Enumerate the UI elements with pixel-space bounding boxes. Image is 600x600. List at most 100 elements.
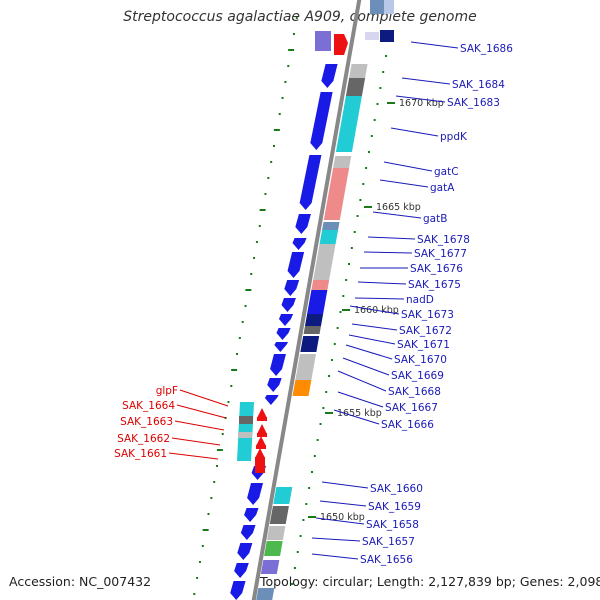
forward-gene-arrow — [244, 508, 259, 522]
gene-label: SAK_1673 — [401, 309, 454, 321]
forward-gene-arrow — [292, 238, 307, 250]
forward-gene-arrow — [267, 378, 282, 392]
gene-leader-line — [174, 420, 225, 431]
gene-segment — [266, 526, 286, 540]
backbone-line — [251, 0, 362, 600]
gene-block-purple — [315, 31, 331, 51]
forward-gene-arrow — [287, 252, 305, 278]
gene-leader-line — [311, 553, 359, 560]
gene-label: SAK_1672 — [399, 325, 452, 337]
gene-label: SAK_1658 — [366, 519, 419, 531]
gene-leader-line — [337, 370, 387, 392]
gene-leader-line — [315, 517, 365, 525]
gene-segment — [345, 78, 366, 96]
gene-leader-line — [383, 161, 433, 172]
gene-label: SAK_1661 — [114, 448, 167, 460]
reverse-gene-arrow — [257, 424, 267, 434]
gene-leader-line — [168, 452, 219, 460]
forward-gene-arrow — [310, 92, 333, 150]
gene-label: ppdK — [440, 131, 468, 143]
reverse-gene-arrow — [255, 448, 265, 458]
gene-leader-line — [372, 211, 422, 219]
forward-gene-arrow — [276, 328, 291, 340]
gene-leader-line — [319, 500, 367, 507]
reverse-gene-body — [257, 417, 267, 421]
gene-label: SAK_1670 — [394, 354, 447, 366]
gene-label: gatA — [430, 182, 455, 194]
forward-gene-arrow — [284, 280, 300, 296]
gene-leader-line — [321, 481, 369, 489]
gene-segment — [303, 326, 321, 334]
gene-label: SAK_1671 — [397, 339, 450, 351]
gene-leader-line — [176, 404, 227, 419]
gene-leader-line — [348, 334, 396, 345]
gene-segment — [300, 336, 320, 352]
gene-leader-line — [333, 409, 380, 425]
gene-label: glpF — [156, 385, 178, 397]
reverse-gene-arrow — [257, 408, 267, 418]
gene-label: SAK_1659 — [368, 501, 421, 513]
gene-leader-line — [311, 537, 361, 542]
gene-segment — [295, 354, 316, 380]
gene-label: SAK_1669 — [391, 370, 444, 382]
gene-label: SAK_1662 — [117, 433, 170, 445]
reverse-gene-body — [255, 457, 265, 473]
gene-segment — [260, 560, 280, 574]
gene-label: SAK_1675 — [408, 279, 461, 291]
forward-gene-arrow — [247, 483, 264, 505]
gene-segment — [322, 222, 340, 230]
gene-segment — [311, 280, 330, 290]
gene-label: gatB — [423, 213, 447, 225]
gene-block-steel — [370, 0, 384, 14]
scale-label: 1650 kbp — [320, 512, 365, 523]
gene-label: SAK_1666 — [381, 419, 434, 431]
gene-segment — [307, 290, 328, 314]
gene-leader-line — [357, 281, 407, 285]
gene-segment — [256, 588, 275, 600]
gene-label: SAK_1657 — [362, 536, 415, 548]
forward-gene-arrow — [230, 581, 246, 600]
gene-leader-line — [390, 127, 439, 137]
forward-gene-arrow — [270, 354, 286, 376]
forward-gene-arrow — [234, 563, 249, 578]
reverse-gene-body — [257, 433, 267, 437]
gene-segment — [323, 168, 350, 220]
gene-label: SAK_1683 — [447, 97, 500, 109]
gene-label: SAK_1667 — [385, 402, 438, 414]
gene-leader-line — [367, 236, 416, 240]
gene-label: SAK_1660 — [370, 483, 423, 495]
gene-leader-line — [379, 179, 429, 188]
forward-gene-arrow — [264, 395, 279, 405]
reverse-gene-arrow — [256, 436, 266, 446]
gene-segment — [292, 380, 312, 396]
gene-label: SAK_1663 — [120, 416, 173, 428]
scale-label: 1665 kbp — [376, 202, 421, 213]
gene-label: SAK_1668 — [388, 386, 441, 398]
gene-leader-line — [354, 297, 405, 300]
accession-text: Accession: NC_007432 — [9, 574, 152, 589]
gene-segment — [349, 64, 368, 78]
gene-leader-line — [349, 305, 400, 315]
gene-leader-line — [363, 251, 413, 254]
genome-summary-text: Topology: circular; Length: 2,127,839 bp… — [260, 574, 600, 589]
forward-gene-arrow — [274, 342, 289, 352]
scale-label: 1670 kbp — [399, 98, 444, 109]
gene-segment — [269, 506, 289, 524]
gene-leader-line — [345, 344, 393, 360]
gene-leader-line — [395, 95, 446, 103]
gene-label: SAK_1656 — [360, 554, 413, 566]
gene-leader-line — [410, 41, 459, 49]
scale-label: 1655 kbp — [337, 408, 382, 419]
gene-label: nadD — [406, 294, 434, 306]
gene-block-light — [384, 0, 394, 14]
gene-label: SAK_1686 — [460, 43, 513, 55]
gene-segment — [319, 230, 339, 244]
forward-gene-arrow — [321, 64, 338, 88]
gene-block-pale — [365, 32, 379, 40]
gene-segment — [237, 402, 254, 461]
forward-gene-arrow — [240, 525, 256, 540]
gene-segment — [273, 487, 293, 504]
gene-label: SAK_1678 — [417, 234, 470, 246]
